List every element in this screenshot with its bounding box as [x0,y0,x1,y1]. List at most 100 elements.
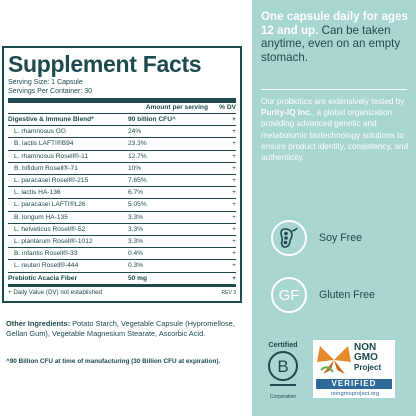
dosage-strong: One capsule daily for ages 12 and up. [261,10,408,37]
ingredient-name: Prebiotic Acacia Fiber [8,274,78,282]
non-label: NON [354,342,377,353]
ingredient-amount: 23.3% [128,140,147,148]
ingredient-dv: + [232,225,236,233]
facts-divider [8,98,236,103]
ingredient-amount: 0.4% [128,250,144,258]
ingredient-amount: 3.3% [128,213,144,221]
dosage-soft: Can be taken anytime, even on an empty s… [261,23,401,64]
ingredient-amount: 90 billion CFU^ [128,116,176,123]
ingredient-name: Digestive & Immune Blend* [8,116,94,123]
facts-row: L. paracasei LAFTI®L26 5.05% + [8,199,236,212]
b-corp-icon: B [268,351,298,386]
gluten-free-label: Gluten Free [319,289,375,301]
soy-free-label: Soy Free [319,232,362,244]
b-corp-mark: B [277,357,288,376]
facts-footnote-row: + Daily Value (DV) not established REV 3 [8,287,236,299]
ingredient-dv: + [232,177,236,185]
testing-statement: Our probiotics are extensively tested by… [261,96,411,163]
testing-post: , a global organization providing advanc… [261,108,409,163]
ingredient-name: B. infantis Rosell®-33 [14,250,78,258]
facts-row: Prebiotic Acacia Fiber 50 mg + [8,273,236,287]
testing-pre: Our probiotics are extensively tested by [261,97,405,106]
servings-per-container: Servings Per Container: 30 [8,88,93,95]
ingredient-name: L. plantarum Rosell®-1012 [14,238,93,246]
ingredient-name: L. helveticus Rosell®-52 [14,225,86,233]
facts-row: L. lactis HA-136 6.7% + [8,187,236,200]
other-ingredients: Other Ingredients: Potato Starch, Vegeta… [6,319,246,339]
ingredient-dv: + [232,213,236,221]
certified-label: Certified [268,340,298,349]
ingredient-amount: 10% [128,164,142,172]
ingredient-name: L. paracasei Rosell®-215 [14,177,89,185]
facts-title: Supplement Facts [8,51,202,77]
facts-row: L. paracasei Rosell®-215 7.65% + [8,175,236,188]
panel-divider [261,89,407,90]
dv-footnote: + Daily Value (DV) not established [8,288,102,296]
facts-rows: Digestive & Immune Blend* 90 billion CFU^… [8,114,236,287]
ingredient-dv: + [232,274,236,282]
gmo-label: GMO [354,352,378,363]
ingredient-dv: + [232,238,236,246]
ingredient-amount: 3.3% [128,238,144,246]
facts-header-row: Amount per serving % DV [8,103,236,114]
facts-row: B. longum HA-135 3.3% + [8,212,236,224]
facts-row: L. helveticus Rosell®-52 3.3% + [8,224,236,237]
non-gmo-badge: NON GMO Project VERIFIED nongmoproject.o… [313,340,395,398]
serving-size: Serving Size: 1 Capsule [8,79,83,86]
ingredient-name: B. longum HA-135 [14,213,68,221]
project-label: Project [354,363,382,372]
testing-company: Purity-IQ Inc. [261,108,312,118]
gluten-free-icon: GF [271,277,307,313]
ingredient-name: L. rhamnosus GG [14,128,67,136]
amount-column-header: Amount per serving [145,104,208,111]
supplement-panel: Supplement Facts Serving Size: 1 Capsule… [2,46,246,365]
facts-row: B. lactis LAFTI®B94 23.3% + [8,138,236,151]
certified-b-corp-badge: Certified B Corporation [262,340,304,401]
facts-row: L. plantarum Rosell®-1012 3.3% + [8,236,236,249]
ingredients-label: Other Ingredients: [6,319,71,328]
facts-row: B. infantis Rosell®-33 0.4% + [8,248,236,261]
ingredient-dv: + [232,128,236,136]
ingredient-dv: + [232,201,236,209]
ingredients-text: Potato Starch, Vegetable Capsule (Hyprom… [6,319,235,338]
ingredient-name: B. lactis LAFTI®B94 [14,140,74,148]
ingredient-amount: 24% [128,128,142,136]
facts-row: L. reuteri Rosell®-444 0.3% + [8,260,236,273]
nongmo-site: nongmoproject.org [330,391,380,397]
ingredient-dv: + [232,152,236,160]
ingredient-dv: + [232,262,236,270]
revision-label: REV 3 [221,289,236,296]
verified-label: VERIFIED [316,379,392,389]
ingredient-dv: + [232,250,236,258]
gf-mark: GF [278,286,300,304]
facts-row: Digestive & Immune Blend* 90 billion CFU^… [8,114,236,127]
dosage-text: One capsule daily for ages 12 and up. Ca… [261,10,411,64]
ingredient-name: L. reuteri Rosell®-444 [14,262,79,270]
ingredient-name: L. lactis HA-136 [14,189,61,197]
ingredient-amount: 0.3% [128,262,144,270]
facts-row: L. rhamnosus GG 24% + [8,126,236,139]
gluten-free-feature: GF Gluten Free [271,277,375,313]
ingredient-dv: + [232,140,236,148]
soy-free-feature: Soy Free [271,220,362,256]
ingredient-amount: 7.65% [128,177,147,185]
ingredient-name: L. paracasei LAFTI®L26 [14,201,86,209]
ingredient-amount: 12.7% [128,152,147,160]
ingredient-amount: 50 mg [128,274,148,282]
facts-row: L. rhamnosus Rosell®-11 12.7% + [8,151,236,163]
butterfly-icon [317,346,351,374]
ingredient-amount: 3.3% [128,225,144,233]
facts-row: B. bifidum Rosell®-71 10% + [8,163,236,176]
soybean-icon [271,220,307,256]
ingredient-dv: + [232,116,236,123]
ingredient-name: B. bifidum Rosell®-71 [14,164,78,172]
ingredient-name: L. rhamnosus Rosell®-11 [14,152,89,160]
corporation-label: Corporation [269,394,297,400]
ingredient-amount: 6.7% [128,189,144,197]
supplement-facts-box: Supplement Facts Serving Size: 1 Capsule… [2,46,242,303]
ingredient-dv: + [232,164,236,172]
cfu-footnote: ^90 Billion CFU at time of manufacturing… [6,358,221,365]
dv-column-header: % DV [219,104,236,111]
ingredient-dv: + [232,189,236,197]
ingredient-amount: 5.05% [128,201,147,209]
